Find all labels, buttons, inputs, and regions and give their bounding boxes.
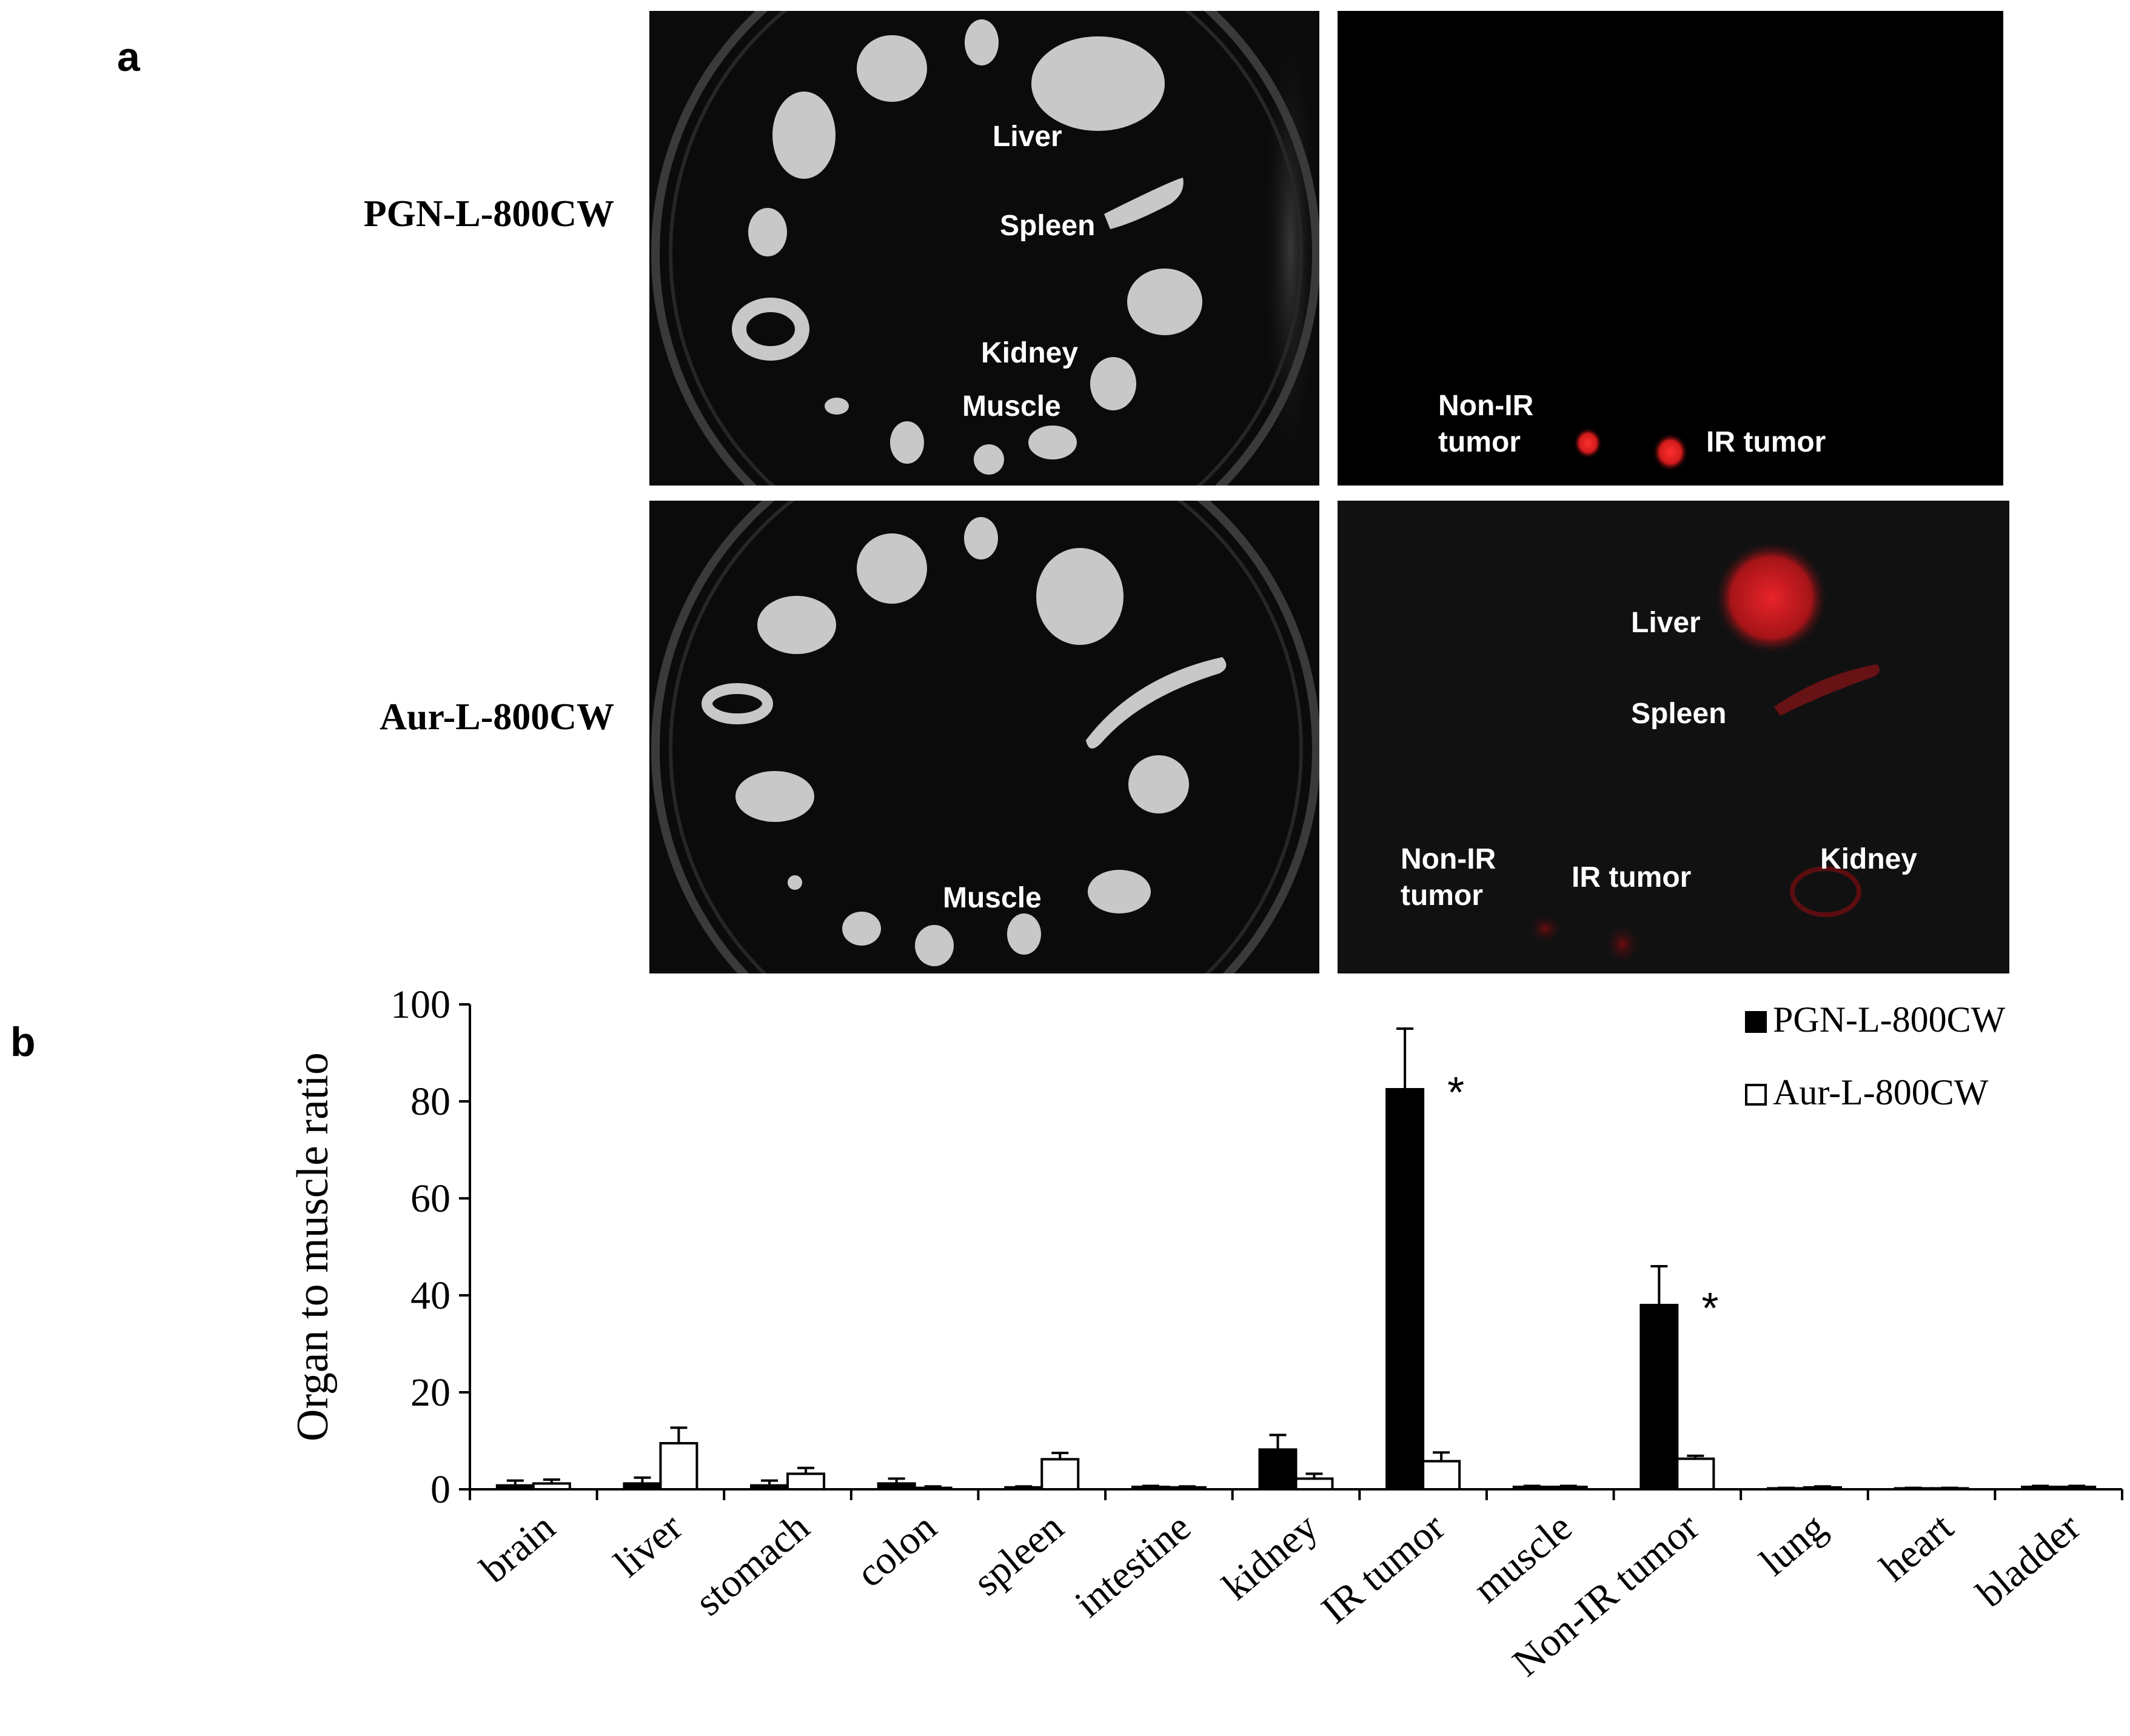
- photo-fluorescence-pgn-drawing: [1573, 427, 1689, 472]
- y-tick-label: 0: [430, 1467, 450, 1512]
- row-label-aur: Aur-L-800CW: [380, 696, 614, 738]
- x-tick-label: spleen: [965, 1505, 1072, 1604]
- panel-a-label: a: [117, 34, 140, 80]
- x-tick-label: heart: [1872, 1505, 1961, 1591]
- label-non-ir-tumor-2: Non-IR tumor: [1401, 843, 1496, 912]
- legend-swatch: [1745, 1011, 1767, 1033]
- non-ir-tumor-signal-2: [1527, 913, 1564, 944]
- y-tick-label: 40: [410, 1274, 450, 1318]
- x-tick-label: colon: [848, 1505, 945, 1596]
- bar-aur: [1803, 1486, 1842, 1491]
- x-tick-label: liver: [606, 1505, 691, 1586]
- x-tick-label: bladder: [1968, 1505, 2089, 1616]
- organ-shapes-2: [702, 517, 1227, 966]
- label-liver-2: Liver: [1631, 607, 1701, 639]
- bar-aur: [1676, 1457, 1715, 1491]
- liver-signal: [1713, 540, 1829, 655]
- label-liver: Liver: [993, 121, 1062, 153]
- y-tick-label: 20: [410, 1370, 450, 1415]
- photo-white-light-aur: Muscle: [649, 501, 1319, 973]
- bar-pgn: [2021, 1486, 2060, 1491]
- bar-aur: [1549, 1486, 1588, 1491]
- y-tick-label: 60: [410, 1177, 450, 1221]
- ir-tumor-signal-2: [1603, 923, 1642, 966]
- spleen-signal: [1774, 664, 1880, 716]
- label-ir-tumor-2: IR tumor: [1572, 861, 1692, 893]
- kidney-signal: [1790, 866, 1861, 917]
- y-tick-label: 80: [410, 1080, 450, 1124]
- photo-fluorescence-pgn: Non-IR tumor IR tumor: [1338, 11, 2003, 486]
- bar-pgn: [495, 1484, 535, 1491]
- panel-b-label: b: [10, 1019, 36, 1065]
- x-tick-label: stomach: [687, 1505, 817, 1624]
- x-tick-label: intestine: [1067, 1505, 1199, 1626]
- label-muscle: Muscle: [962, 390, 1061, 422]
- label-muscle-2: Muscle: [943, 882, 1042, 914]
- legend-label: Aur-L-800CW: [1773, 1072, 1989, 1112]
- x-tick-label: kidney: [1214, 1505, 1327, 1609]
- bar-pgn: [1258, 1448, 1298, 1491]
- x-tick-label: IR tumor: [1313, 1505, 1453, 1632]
- bar-pgn: [1639, 1304, 1679, 1491]
- bar-chart: 0 20 40 60 80 100 Organ to muscle ratio * * brain…: [288, 983, 2123, 1685]
- legend-swatch: [1745, 1084, 1767, 1106]
- bar-aur: [659, 1442, 698, 1491]
- y-tick-label: 100: [390, 983, 450, 1027]
- ir-tumor-signal: [1652, 433, 1689, 472]
- bar-pgn: [623, 1482, 662, 1491]
- photo-fluorescence-aur-drawing: [1527, 540, 1880, 966]
- x-tick-label: muscle: [1465, 1505, 1580, 1612]
- non-ir-tumor-signal: [1573, 427, 1603, 459]
- significance-marker: *: [1701, 1284, 1718, 1333]
- label-spleen: Spleen: [1000, 210, 1096, 242]
- bar-pgn: [1131, 1486, 1170, 1491]
- row-label-pgn: PGN-L-800CW: [363, 193, 614, 235]
- petri-dish-rim-2: [651, 501, 1319, 973]
- significance-marker: *: [1447, 1069, 1464, 1117]
- bar-aur: [1167, 1486, 1207, 1491]
- label-ir-tumor: IR tumor: [1706, 426, 1826, 458]
- bar-pgn: [1385, 1088, 1425, 1491]
- photo-fluorescence-aur: Liver Spleen Non-IR tumor IR tumor Kidne…: [1338, 501, 2009, 973]
- bar-aur: [786, 1472, 826, 1491]
- x-tick-label: lung: [1752, 1505, 1835, 1584]
- bar-aur: [1040, 1458, 1080, 1491]
- legend-label: PGN-L-800CW: [1773, 1000, 2006, 1040]
- bar-aur: [1294, 1477, 1334, 1491]
- bar-aur: [532, 1482, 571, 1491]
- bar-aur: [2057, 1486, 2097, 1491]
- label-kidney-2: Kidney: [1820, 843, 1918, 875]
- bar-aur: [913, 1486, 953, 1491]
- label-non-ir-tumor: Non-IR tumor: [1438, 390, 1534, 458]
- photo-white-light-pgn: Liver Spleen Kidney Muscle: [649, 11, 1319, 486]
- bar-pgn: [1004, 1486, 1043, 1491]
- label-spleen-2: Spleen: [1631, 698, 1727, 730]
- photo-white-light-aur-drawing: [651, 501, 1319, 973]
- bar-pgn: [877, 1482, 916, 1491]
- photo-white-light-pgn-drawing: [651, 11, 1319, 486]
- bar-pgn: [1512, 1486, 1552, 1491]
- y-axis-title: Organ to muscle ratio: [288, 1052, 338, 1441]
- label-kidney: Kidney: [981, 337, 1079, 369]
- petri-dish-rim: [651, 11, 1319, 486]
- x-tick-label: brain: [472, 1505, 564, 1592]
- bar-aur: [1422, 1460, 1461, 1491]
- bar-pgn: [750, 1484, 789, 1491]
- organ-shapes: [732, 19, 1202, 475]
